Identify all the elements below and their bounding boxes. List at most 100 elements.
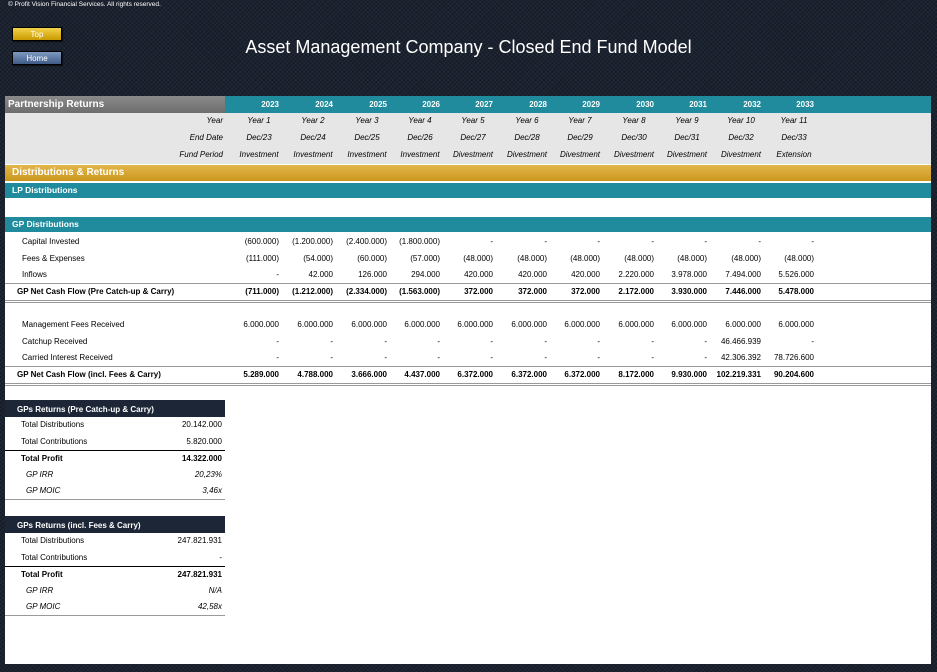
value-cell: 42.306.392 [720, 353, 761, 362]
table-row: Catchup Received - - - - - - - - - 46.466.939 - [5, 334, 931, 350]
summary-value: - [219, 552, 222, 562]
value-cell: - [384, 353, 387, 362]
value-cell: (48.000) [677, 253, 707, 263]
value-cell: 4.437.000 [404, 369, 440, 379]
summary-metric-row: GP MOIC 3,46x [5, 483, 225, 500]
value-cell: 5.478.000 [778, 286, 814, 296]
total-row: GP Net Cash Flow (Pre Catch-up & Carry) (… [5, 284, 931, 300]
value-cell: (57.000) [410, 253, 440, 263]
value-cell: (1.563.000) [399, 286, 440, 296]
value-cell: 6.000.000 [778, 320, 814, 329]
value-cell: - [384, 336, 387, 346]
value-cell: 6.000.000 [671, 320, 707, 329]
year-header-cell: 2032 [743, 100, 761, 109]
table-row: Fees & Expenses (111.000) (54.000) (60.000)… [5, 251, 931, 267]
row-label: Management Fees Received [22, 320, 125, 329]
value-cell: 420.000 [571, 270, 600, 279]
value-cell: - [544, 237, 547, 246]
year-number-cell: Year 9 [675, 116, 699, 125]
fund-period-cell: Divestment [613, 150, 654, 159]
row-label: Catchup Received [22, 336, 88, 346]
value-cell: 6.000.000 [725, 320, 761, 329]
fund-period-cell: Investment [293, 150, 333, 159]
value-cell: - [704, 237, 707, 246]
value-cell: 6.000.000 [457, 320, 493, 329]
value-cell: 2.172.000 [618, 286, 654, 296]
value-cell: - [276, 336, 279, 346]
summary-title: GPs Returns (incl. Fees & Carry) [5, 516, 225, 533]
end-date-cell: Dec/32 [728, 133, 754, 142]
fund-period-cell: Investment [400, 150, 440, 159]
fund-period-cell: Investment [347, 150, 387, 159]
row-label: Carried Interest Received [22, 353, 113, 362]
summary-value: 20,23% [194, 469, 222, 479]
value-cell: - [437, 353, 440, 362]
summary-total-row: Total Profit 14.322.000 [5, 450, 225, 467]
value-cell: (48.000) [731, 253, 761, 263]
value-cell: (600.000) [244, 237, 279, 246]
value-cell: 6.000.000 [243, 320, 279, 329]
fund-period-cell: Extension [776, 150, 812, 159]
table-row: Inflows - 42.000 126.000 294.000 420.000 420.0… [5, 267, 931, 283]
summary-label: Total Distributions [21, 536, 85, 545]
value-cell: - [544, 353, 547, 362]
double-underline [5, 299, 931, 303]
summary-row: Total Distributions 247.821.931 [5, 533, 225, 550]
summary-row: Total Contributions - [5, 550, 225, 567]
value-cell: 6.000.000 [404, 320, 440, 329]
value-cell: 3.666.000 [351, 369, 387, 379]
value-cell: - [490, 336, 493, 346]
value-cell: 294.000 [411, 270, 440, 279]
end-date-cell: Dec/30 [621, 133, 647, 142]
value-cell: 6.000.000 [618, 320, 654, 329]
end-date-cell: Dec/33 [781, 133, 807, 142]
summary-value: N/A [208, 585, 222, 595]
value-cell: 42.000 [308, 270, 333, 279]
section-header: Partnership Returns [5, 96, 225, 113]
value-cell: 4.788.000 [297, 369, 333, 379]
value-cell: - [544, 336, 547, 346]
summary-value: 5.820.000 [186, 436, 222, 446]
summary-label: Total Contributions [21, 436, 88, 446]
value-cell: 6.372.000 [457, 369, 493, 379]
value-cell: - [811, 237, 814, 246]
value-cell: - [651, 237, 654, 246]
value-cell: 7.446.000 [725, 286, 761, 296]
summary-label: Total Profit [21, 570, 63, 580]
home-button[interactable]: Home [12, 51, 62, 65]
value-cell: 2.220.000 [618, 270, 654, 279]
value-cell: - [704, 336, 707, 346]
value-cell: (111.000) [245, 253, 279, 263]
end-date-cell: Dec/26 [407, 133, 433, 142]
value-cell: - [651, 336, 654, 346]
table-row: Management Fees Received 6.000.000 6.000.0… [5, 317, 931, 333]
fund-period-cell: Divestment [506, 150, 547, 159]
value-cell: - [597, 336, 600, 346]
summary-total-row: Total Profit 247.821.931 [5, 566, 225, 583]
summary-label: Total Profit [21, 454, 63, 464]
lp-distributions-header: LP Distributions [5, 183, 931, 198]
double-underline [5, 382, 931, 386]
value-cell: 6.000.000 [297, 320, 333, 329]
summary-metric-row: GP MOIC 42,58x [5, 599, 225, 616]
end-date-cell: Dec/28 [514, 133, 540, 142]
value-cell: (54.000) [303, 253, 333, 263]
summary-label: GP MOIC [26, 486, 61, 496]
year-header-cell: 2028 [529, 100, 547, 109]
top-button[interactable]: Top [12, 27, 62, 41]
year-number-cell: Year 1 [247, 116, 271, 125]
summary-value: 14.322.000 [181, 454, 222, 464]
year-label: Year [206, 116, 223, 125]
value-cell: - [811, 336, 814, 346]
value-cell: 46.466.939 [720, 336, 761, 346]
value-cell: 420.000 [518, 270, 547, 279]
fund-period-label: Fund Period [179, 150, 223, 159]
year-number-cell: Year 4 [408, 116, 432, 125]
end-date-cell: Dec/25 [354, 133, 380, 142]
fund-period-cell: Divestment [666, 150, 707, 159]
summary-value: 20.142.000 [181, 420, 222, 429]
value-cell: - [490, 237, 493, 246]
value-cell: 90.204.600 [773, 369, 814, 379]
summary-row: Total Contributions 5.820.000 [5, 434, 225, 451]
value-cell: 5.526.000 [778, 270, 814, 279]
